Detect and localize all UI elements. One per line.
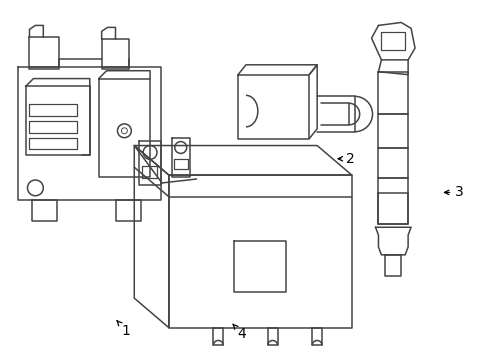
Text: 2: 2: [337, 152, 354, 166]
Text: 1: 1: [117, 320, 130, 338]
Text: 4: 4: [232, 324, 246, 341]
Text: 3: 3: [444, 185, 463, 199]
